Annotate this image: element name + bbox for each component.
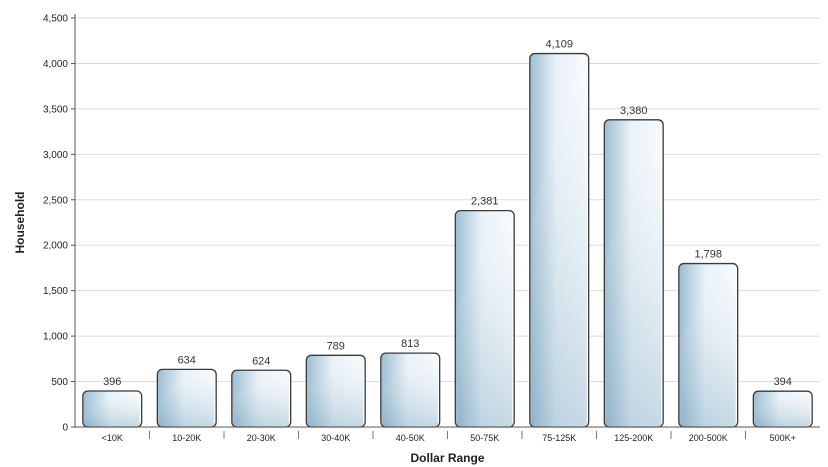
bar bbox=[454, 209, 515, 428]
y-tick-label: 1,500 bbox=[43, 286, 68, 297]
y-tick-label: 3,500 bbox=[43, 104, 68, 115]
data-labels: 396 634 624 789 813 2,381 4,109 3,380 1,798 394 bbox=[103, 39, 792, 389]
x-axis-title: Dollar Range bbox=[410, 451, 484, 465]
bar bbox=[752, 390, 813, 428]
x-axis-ticks: <10K 10-20K 20-30K 30-40K 40-50K 50-75K 75-125… bbox=[102, 431, 796, 443]
x-tick-label: 500K+ bbox=[770, 433, 796, 443]
data-label: 789 bbox=[327, 340, 345, 352]
bar bbox=[529, 52, 590, 428]
data-label: 634 bbox=[178, 354, 196, 366]
x-tick-label: 10-20K bbox=[172, 433, 201, 443]
data-label: 4,109 bbox=[545, 39, 573, 51]
x-tick-label: 200-500K bbox=[689, 433, 728, 443]
bar bbox=[231, 369, 292, 428]
y-tick-label: 3,000 bbox=[43, 150, 68, 161]
y-tick-label: 500 bbox=[51, 377, 68, 388]
bar bbox=[678, 262, 739, 428]
bar bbox=[156, 368, 217, 428]
bar bbox=[380, 352, 441, 428]
y-tick-label: 2,500 bbox=[43, 195, 68, 206]
bar bbox=[82, 390, 143, 428]
data-label: 813 bbox=[401, 338, 419, 350]
bar bbox=[603, 119, 664, 428]
y-tick-label: 0 bbox=[62, 423, 68, 434]
y-tick-label: 1,000 bbox=[43, 332, 68, 343]
y-tick-label: 4,000 bbox=[43, 59, 68, 70]
x-tick-label: 40-50K bbox=[396, 433, 425, 443]
x-tick-label: <10K bbox=[102, 433, 123, 443]
y-axis-ticks: 0 500 1,000 1,500 2,000 2,500 3,000 3,500 4,000 4… bbox=[43, 14, 75, 434]
x-tick-label: 30-40K bbox=[321, 433, 350, 443]
gridlines bbox=[75, 17, 820, 383]
data-label: 394 bbox=[774, 376, 792, 388]
data-label: 3,380 bbox=[620, 105, 648, 117]
y-tick-label: 2,000 bbox=[43, 241, 68, 252]
y-tick-label: 4,500 bbox=[43, 14, 68, 25]
data-label: 396 bbox=[103, 376, 121, 388]
data-label: 2,381 bbox=[471, 196, 499, 208]
data-label: 624 bbox=[252, 355, 270, 367]
data-label: 1,798 bbox=[694, 249, 722, 261]
x-tick-label: 50-75K bbox=[470, 433, 499, 443]
bar bbox=[305, 354, 366, 428]
x-tick-label: 20-30K bbox=[247, 433, 276, 443]
x-tick-label: 125-200K bbox=[614, 433, 653, 443]
x-tick-label: 75-125K bbox=[542, 433, 576, 443]
y-axis-title: Household bbox=[13, 192, 27, 254]
bars bbox=[82, 52, 813, 428]
